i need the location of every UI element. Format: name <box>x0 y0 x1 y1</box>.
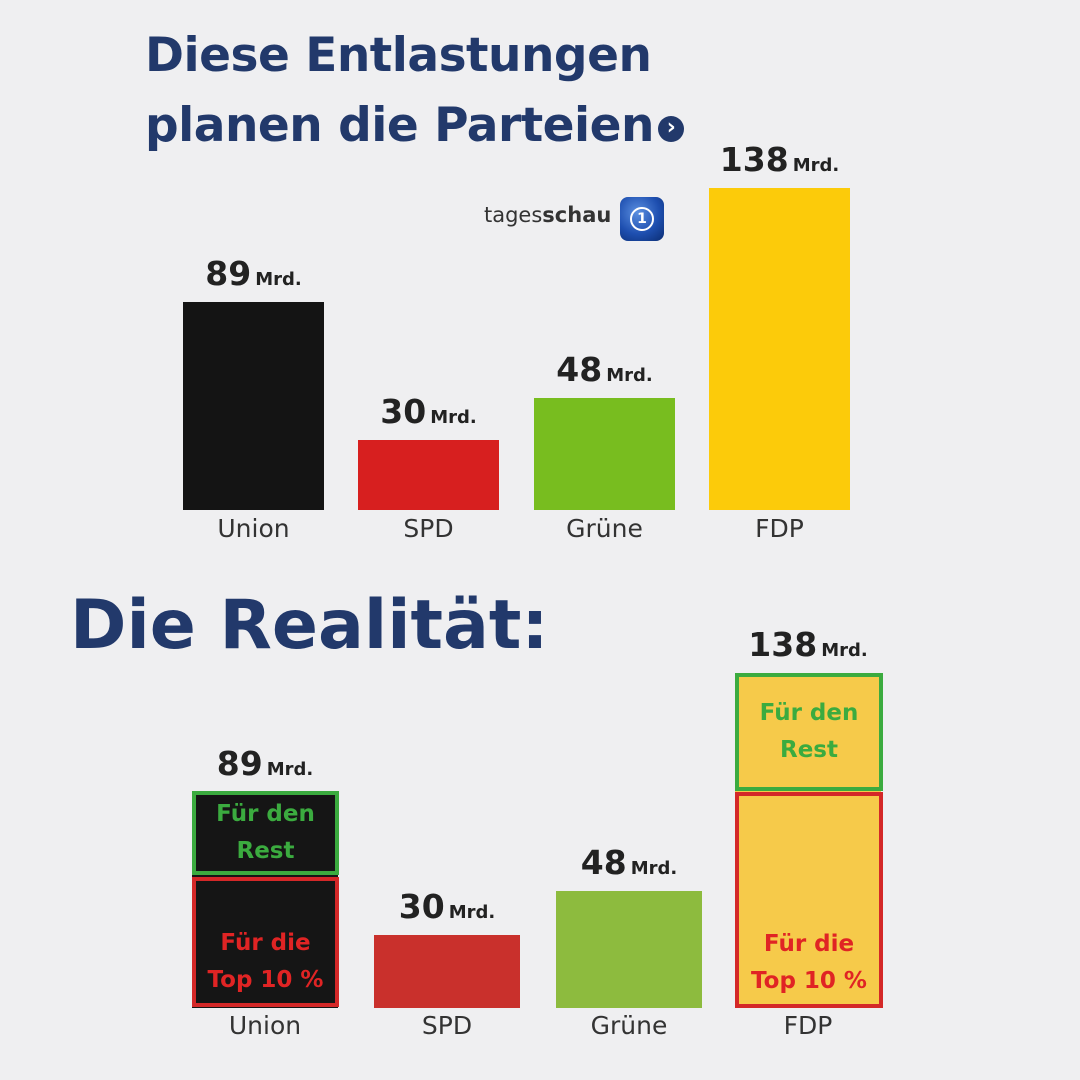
segment-rest-line-2: Rest <box>236 838 295 864</box>
reality-category-label-spd: SPD <box>421 1011 473 1040</box>
value-number: 89 <box>205 254 252 293</box>
chevron-right-icon[interactable]: › <box>658 116 684 142</box>
value-unit: Mrd. <box>448 902 496 923</box>
reality-value-label-union: 89 Mrd. <box>165 744 365 783</box>
brand-name-light: tages <box>484 203 543 227</box>
value-unit: Mrd. <box>266 759 314 780</box>
value-number: 30 <box>380 392 427 431</box>
reality-category-label-fdp: FDP <box>783 1011 833 1040</box>
segment-top-line-2: Top 10 % <box>207 967 324 994</box>
value-number: 48 <box>556 350 603 389</box>
brand-name: tagesschau <box>484 203 611 227</box>
reality-category-label-union: Union <box>228 1011 302 1040</box>
value-number: 138 <box>719 140 789 179</box>
segment-rest-line-1: Für den <box>216 801 315 828</box>
segment-top-line-2: Top 10 % <box>751 968 867 995</box>
value-unit: Mrd. <box>255 269 302 290</box>
fdp-rest-segment: Für den Rest <box>735 673 883 791</box>
reality-bar-gruene <box>556 891 702 1008</box>
value-unit: Mrd. <box>630 858 678 879</box>
reality-value-label-spd: 30 Mrd. <box>347 887 547 926</box>
plan-category-label-spd: SPD <box>403 514 454 543</box>
reality-bar-union <box>192 792 338 1008</box>
plan-category-label-fdp: FDP <box>755 514 804 543</box>
value-number: 30 <box>398 887 445 926</box>
reality-bar-fdp <box>735 673 881 1008</box>
tagesschau-logo-icon: 1 <box>620 197 664 241</box>
segment-rest-line-2: Rest <box>779 737 838 763</box>
plan-value-label-spd: 30 Mrd. <box>329 392 529 431</box>
value-unit: Mrd. <box>606 365 653 386</box>
value-unit: Mrd. <box>430 407 477 428</box>
reality-bar-spd <box>374 935 520 1008</box>
value-number: 138 <box>748 625 818 664</box>
segment-rest-line-1: Für den <box>759 700 859 727</box>
fdp-top10-segment: Für die Top 10 % <box>735 792 883 1008</box>
chart-title-line-2: planen die Parteien <box>145 98 655 153</box>
reality-value-label-fdp: 138 Mrd. <box>708 625 908 664</box>
plan-bar-union <box>183 302 324 510</box>
chart-title-line-1: Diese Entlastungen <box>145 28 652 83</box>
plan-bar-gruene <box>534 398 675 510</box>
brand-name-bold: schau <box>542 203 612 227</box>
plan-bar-spd <box>358 440 499 510</box>
value-unit: Mrd. <box>792 155 840 176</box>
union-rest-segment: Für den Rest <box>192 791 339 875</box>
plan-category-label-union: Union <box>217 514 290 543</box>
plan-value-label-fdp: 138 Mrd. <box>680 140 880 179</box>
reality-value-label-gruene: 48 Mrd. <box>529 843 729 882</box>
plan-value-label-gruene: 48 Mrd. <box>505 350 705 389</box>
reality-title: Die Realität: <box>70 586 549 665</box>
value-unit: Mrd. <box>821 640 868 661</box>
segment-top-line-1: Für die <box>763 931 855 958</box>
union-top10-segment: Für die Top 10 % <box>192 877 339 1007</box>
segment-top-line-1: Für die <box>220 930 311 957</box>
plan-category-label-gruene: Grüne <box>566 514 643 543</box>
plan-value-label-union: 89 Mrd. <box>154 254 354 293</box>
value-number: 89 <box>216 744 263 783</box>
value-number: 48 <box>580 843 627 882</box>
reality-category-label-gruene: Grüne <box>590 1011 668 1040</box>
plan-bar-fdp <box>709 188 850 510</box>
